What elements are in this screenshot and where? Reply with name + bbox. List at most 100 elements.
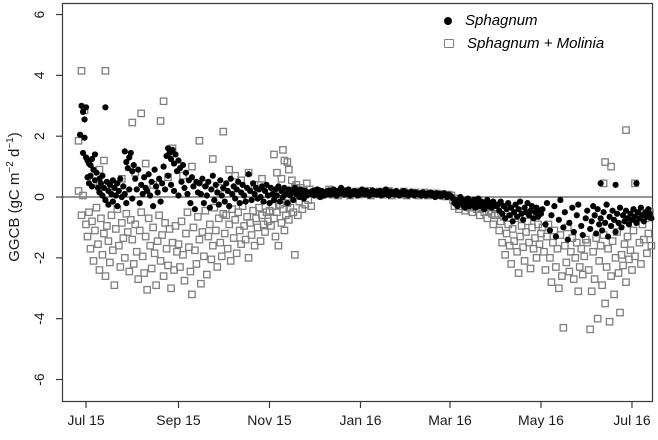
x-tick-label: Jul 16: [613, 412, 651, 428]
data-point-sphagnum-molinia: [274, 241, 283, 250]
data-point-sphagnum-molinia: [216, 238, 225, 247]
data-point-sphagnum: [151, 166, 158, 173]
data-point-sphagnum-molinia: [620, 240, 629, 249]
data-point-sphagnum-molinia: [186, 267, 195, 276]
data-point-sphagnum-molinia: [578, 270, 587, 279]
data-point-sphagnum-molinia: [158, 231, 166, 239]
data-point-sphagnum-molinia: [208, 241, 217, 250]
data-point-sphagnum: [99, 192, 106, 199]
data-point-sphagnum: [233, 186, 240, 193]
data-point-sphagnum: [519, 216, 527, 223]
data-point-sphagnum-molinia: [207, 255, 216, 264]
data-point-sphagnum-molinia: [217, 252, 226, 261]
data-point-sphagnum-molinia: [560, 241, 569, 250]
data-point-sphagnum-molinia: [188, 290, 196, 299]
data-point-sphagnum-molinia: [562, 258, 571, 267]
data-point-sphagnum-molinia: [132, 247, 141, 256]
data-point-sphagnum: [121, 148, 128, 155]
open-square-icon: [444, 39, 454, 48]
data-point-sphagnum: [202, 183, 209, 190]
data-point-sphagnum: [145, 171, 152, 178]
data-point-sphagnum-molinia: [644, 229, 653, 238]
data-point-sphagnum: [622, 207, 630, 214]
data-point-sphagnum-molinia: [106, 258, 114, 267]
data-point-sphagnum-molinia: [501, 250, 510, 259]
data-point-sphagnum: [600, 209, 607, 216]
data-point-sphagnum-molinia: [95, 266, 104, 274]
data-point-sphagnum-molinia: [202, 270, 211, 279]
data-point-sphagnum: [93, 169, 100, 176]
data-point-sphagnum-molinia: [226, 257, 235, 265]
data-point-sphagnum-molinia: [584, 266, 593, 274]
data-point-sphagnum: [105, 201, 112, 208]
data-point-sphagnum: [505, 200, 512, 207]
data-point-sphagnum: [160, 163, 167, 170]
data-point-sphagnum-molinia: [167, 284, 175, 293]
data-point-sphagnum-molinia: [520, 257, 529, 265]
data-point-sphagnum-molinia: [195, 235, 204, 244]
data-point-sphagnum: [561, 209, 568, 216]
data-point-sphagnum-molinia: [200, 252, 208, 261]
data-point-sphagnum-molinia: [138, 252, 147, 261]
x-tick-label: Jul 15: [67, 412, 105, 428]
data-point-sphagnum-molinia: [631, 252, 639, 261]
data-point-sphagnum-molinia: [208, 155, 217, 163]
data-point-sphagnum-molinia: [647, 241, 656, 250]
data-point-sphagnum: [582, 215, 589, 222]
data-point-sphagnum-molinia: [117, 219, 126, 227]
data-point-sphagnum: [109, 198, 116, 205]
data-point-sphagnum-molinia: [595, 257, 604, 265]
data-point-sphagnum: [129, 195, 136, 202]
data-point-sphagnum-molinia: [111, 225, 120, 233]
data-point-sphagnum: [196, 180, 203, 187]
data-point-sphagnum: [578, 222, 585, 230]
data-point-sphagnum: [499, 210, 506, 217]
data-point-sphagnum: [123, 158, 130, 166]
data-point-sphagnum: [512, 201, 519, 208]
data-point-sphagnum-molinia: [201, 206, 210, 215]
data-point-sphagnum: [154, 189, 161, 196]
data-point-sphagnum-molinia: [229, 234, 238, 242]
data-point-sphagnum: [514, 213, 521, 220]
data-point-sphagnum-molinia: [232, 249, 241, 258]
legend-item-sphagnum: Sphagnum: [444, 12, 604, 29]
data-point-sphagnum-molinia: [605, 317, 614, 326]
data-point-sphagnum: [569, 204, 576, 211]
data-point-sphagnum: [241, 192, 248, 199]
data-point-sphagnum-molinia: [122, 209, 131, 218]
data-point-sphagnum: [235, 178, 242, 185]
data-point-sphagnum-molinia: [629, 226, 638, 235]
data-point-sphagnum-molinia: [614, 269, 623, 277]
data-point-sphagnum: [546, 227, 554, 234]
data-point-sphagnum: [187, 200, 194, 207]
data-point-sphagnum: [511, 209, 518, 216]
data-point-sphagnum-molinia: [110, 281, 119, 290]
data-point-sphagnum: [100, 184, 108, 192]
data-point-sphagnum-molinia: [179, 250, 187, 259]
data-point-sphagnum-molinia: [131, 220, 140, 229]
data-point-sphagnum: [158, 180, 166, 187]
data-point-sphagnum-molinia: [587, 287, 596, 296]
data-point-sphagnum: [290, 196, 297, 204]
data-point-sphagnum-molinia: [123, 228, 132, 236]
data-point-sphagnum: [215, 201, 222, 208]
data-point-sphagnum-molinia: [522, 228, 530, 236]
data-point-sphagnum: [515, 206, 522, 213]
data-point-sphagnum: [227, 175, 234, 182]
data-point-sphagnum: [630, 206, 637, 213]
data-point-sphagnum-molinia: [517, 222, 526, 230]
data-point-sphagnum: [164, 172, 172, 179]
data-point-sphagnum-molinia: [293, 211, 302, 220]
data-point-sphagnum: [273, 192, 281, 199]
data-point-sphagnum-molinia: [626, 246, 635, 255]
data-point-sphagnum: [178, 178, 185, 185]
data-point-sphagnum: [179, 161, 187, 169]
data-point-sphagnum: [552, 233, 559, 240]
data-point-sphagnum: [124, 165, 131, 172]
data-point-sphagnum-molinia: [285, 165, 293, 174]
y-tick-label: -6: [31, 373, 47, 386]
data-point-sphagnum: [148, 178, 155, 185]
data-point-sphagnum: [172, 151, 179, 158]
data-point-sphagnum: [615, 219, 622, 226]
